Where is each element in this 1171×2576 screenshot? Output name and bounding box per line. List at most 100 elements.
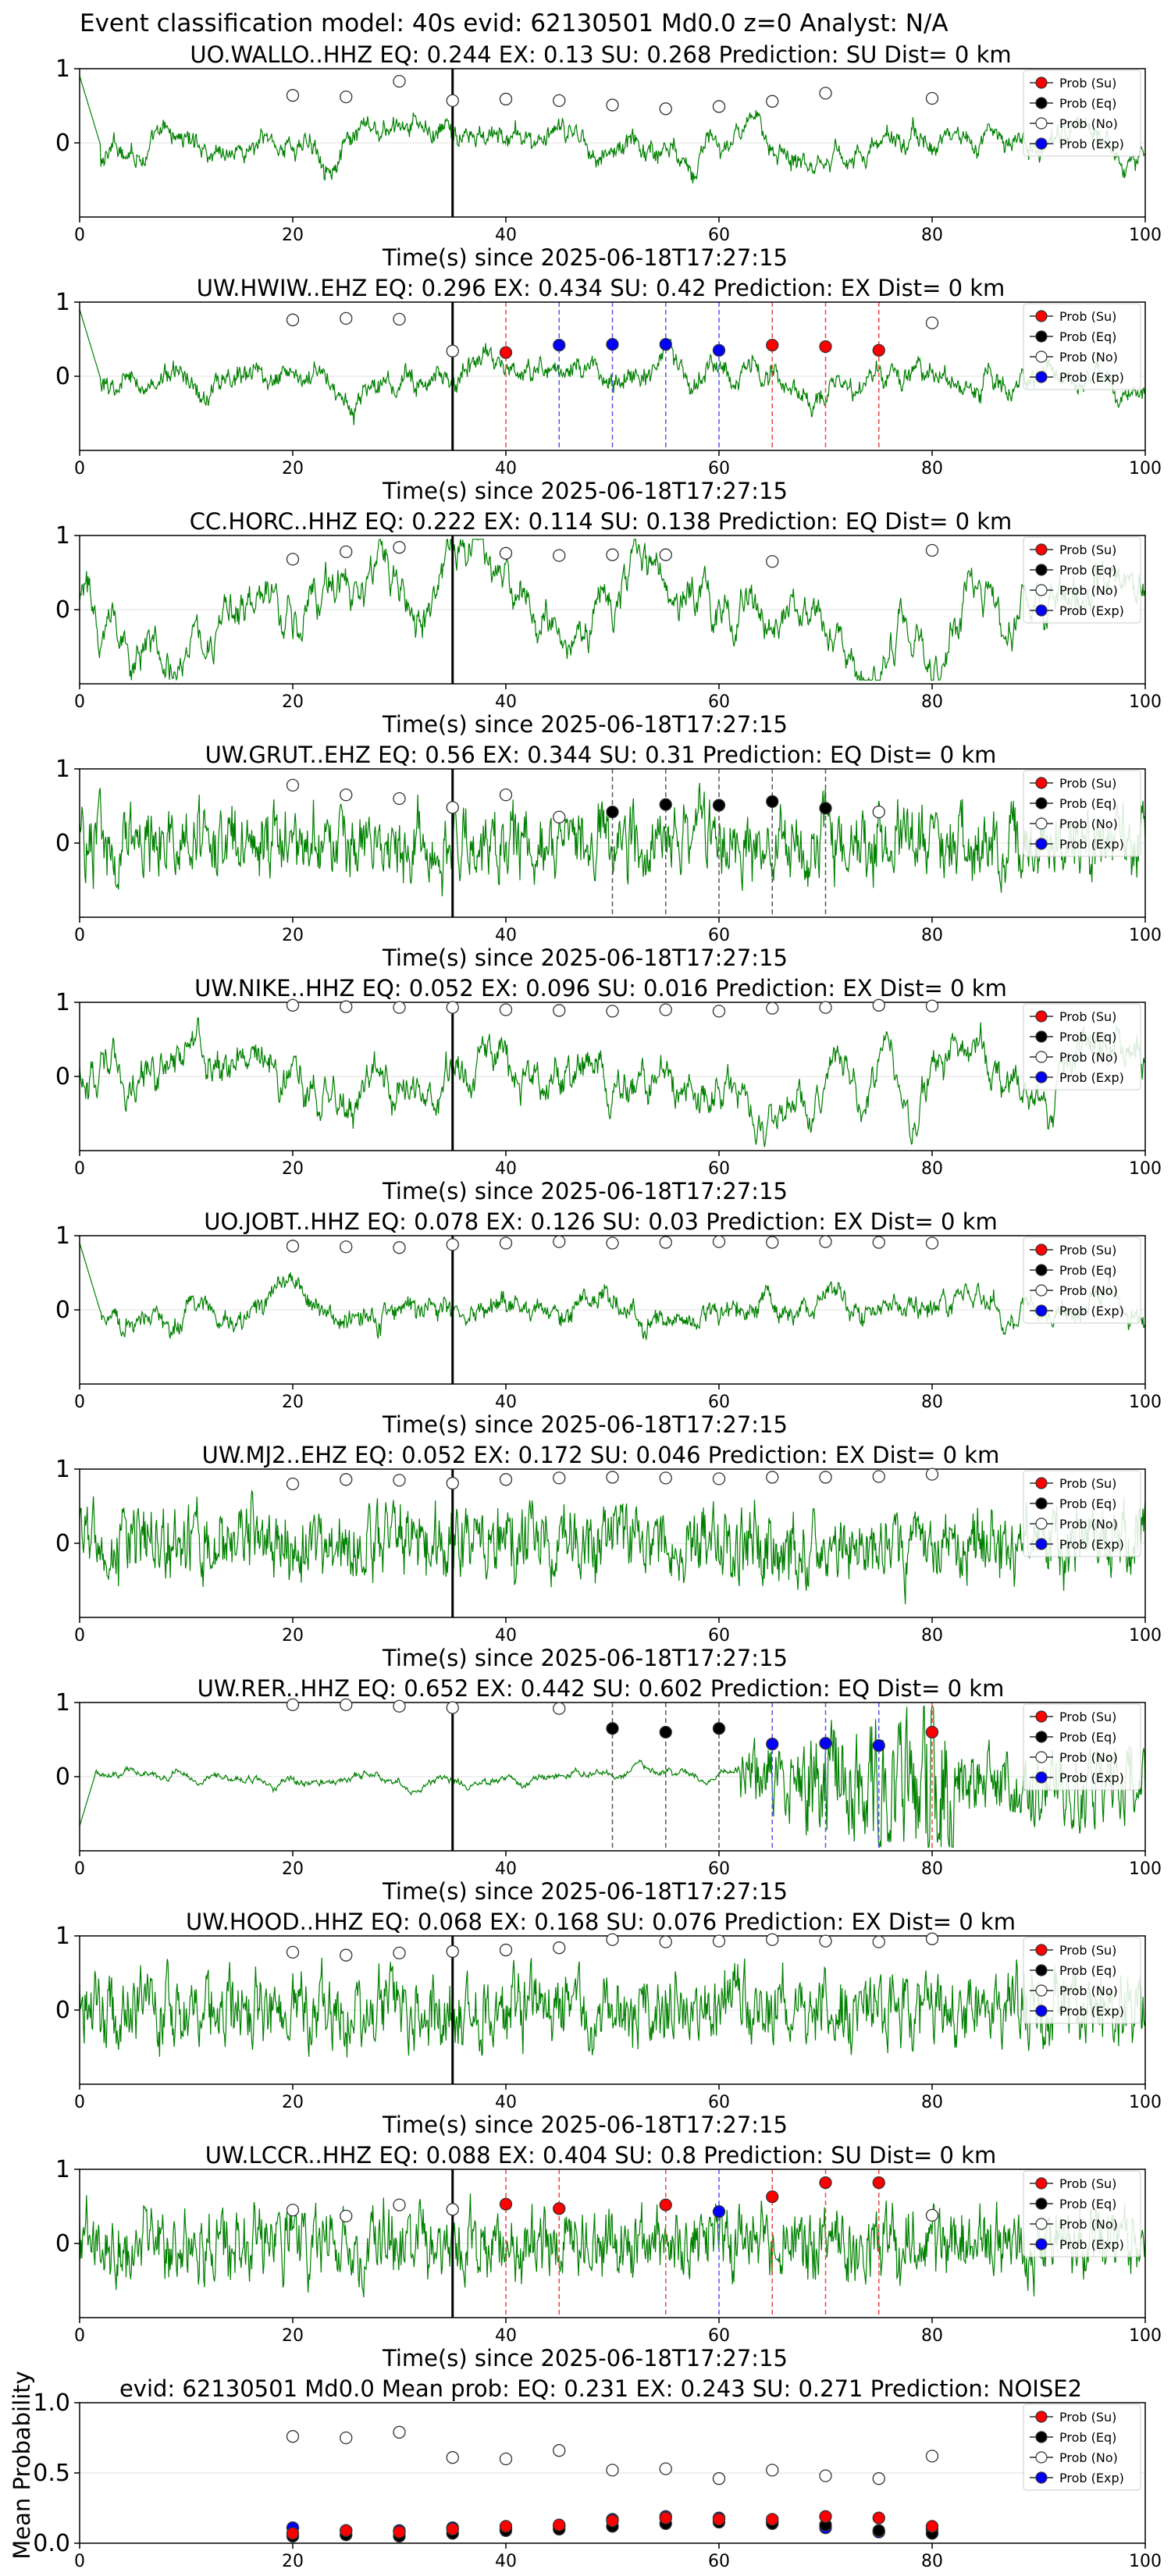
legend-marker-eq [1035, 564, 1048, 576]
x-tick-label: 40 [495, 2093, 517, 2112]
point-no [925, 543, 939, 557]
x-axis-label: Time(s) since 2025-06-18T17:27:15 [382, 478, 788, 504]
panel-title: UW.MJ2..EHZ EQ: 0.052 EX: 0.172 SU: 0.04… [202, 1442, 1000, 1468]
x-tick-label: 100 [1129, 1859, 1162, 1879]
legend-marker-su [1035, 777, 1048, 789]
legend-box [1023, 1703, 1141, 1791]
y-tick-label: 0 [55, 363, 70, 390]
point-no [712, 1235, 726, 1248]
waveform-trace [80, 1017, 1145, 1147]
point-su [819, 2510, 832, 2523]
point-su [872, 2176, 885, 2190]
point-su [766, 2513, 779, 2526]
panel-title: UO.WALLO..HHZ EQ: 0.244 EX: 0.13 SU: 0.2… [190, 41, 1011, 68]
x-tick-label: 0 [74, 226, 85, 245]
y-tick-label: 1.0 [33, 2389, 70, 2417]
legend-box [1023, 2403, 1141, 2491]
x-tick-label: 0 [74, 1159, 85, 1179]
legend-label: Prob (No) [1059, 116, 1118, 131]
legend-marker-exp [1035, 137, 1048, 150]
point-no [340, 788, 353, 802]
x-axis-label: Time(s) since 2025-06-18T17:27:15 [382, 2112, 788, 2138]
point-no [659, 1935, 672, 1948]
waveform-trace [80, 1243, 1145, 1341]
legend-label: Prob (Su) [1059, 1710, 1116, 1724]
legend-marker-eq [1035, 1731, 1048, 1743]
point-no [872, 1470, 885, 1483]
x-tick-label: 60 [708, 692, 730, 712]
x-tick-label: 100 [1129, 2326, 1162, 2346]
point-no [553, 94, 566, 108]
point-no [499, 2452, 513, 2466]
chart-panel-4: 0 20 40 60 80 100 1 0 UW.GRUT..EHZ EQ: 0.56 EX: … [55, 742, 1162, 971]
legend-marker-su [1035, 2177, 1048, 2190]
point-no [340, 1698, 353, 1712]
y-tick-label: 1 [55, 1222, 70, 1250]
legend-label: Prob (No) [1059, 350, 1118, 365]
chart-panel-3: 0 20 40 60 80 100 1 0 CC.HORC..HHZ EQ: 0.222 EX:… [55, 508, 1162, 738]
x-tick-label: 100 [1129, 692, 1162, 712]
y-tick-label: 1 [55, 1456, 70, 1483]
point-no [819, 2469, 832, 2482]
point-no [925, 1932, 939, 1945]
x-tick-label: 80 [921, 1159, 943, 1179]
legend: Prob (Su) Prob (Eq) Prob (No) Prob (Exp) [1023, 1937, 1141, 2024]
x-tick-label: 40 [495, 1859, 517, 1879]
x-tick-label: 40 [495, 1626, 517, 1646]
x-tick-label: 0 [74, 2552, 85, 2571]
legend-label: Prob (No) [1059, 1984, 1118, 1998]
point-no [446, 94, 459, 108]
point-no [446, 1701, 459, 1714]
point-su [659, 2511, 672, 2524]
point-no [606, 98, 619, 112]
legend-label: Prob (Su) [1059, 776, 1116, 791]
point-exp [712, 343, 726, 357]
x-tick-label: 0 [74, 1393, 85, 1412]
legend-label: Prob (Exp) [1059, 1070, 1124, 1085]
legend-marker-su [1035, 1477, 1048, 1489]
point-no [925, 2208, 939, 2222]
y-tick-label: 0 [55, 1530, 70, 1557]
y-tick-label: 1 [55, 756, 70, 783]
legend-marker-no [1035, 117, 1048, 130]
point-su [499, 2520, 513, 2533]
x-tick-label: 20 [282, 692, 304, 712]
x-tick-label: 0 [74, 459, 85, 479]
point-no [499, 788, 513, 802]
y-tick-label: 1 [55, 1689, 70, 1717]
legend-label: Prob (Eq) [1059, 796, 1116, 811]
legend-label: Prob (Su) [1059, 76, 1116, 91]
legend-marker-eq [1035, 1030, 1048, 1043]
point-no [286, 1698, 300, 1712]
y-tick-label: 0 [55, 1997, 70, 2024]
legend: Prob (Su) Prob (Eq) Prob (No) Prob (Exp) [1023, 536, 1141, 624]
chart-panel-7: 0 20 40 60 80 100 1 0 UW.MJ2..EHZ EQ: 0.052 EX: … [55, 1442, 1162, 1671]
waveform-trace [80, 1489, 1145, 1605]
x-axis-label: Time(s) since 2025-06-18T17:27:15 [382, 1411, 788, 1438]
point-no [606, 1236, 619, 1250]
x-tick-label: 100 [1129, 1626, 1162, 1646]
point-exp [712, 2204, 726, 2218]
point-exp [606, 337, 619, 351]
point-no [446, 1238, 459, 1251]
x-tick-label: 60 [708, 2326, 730, 2346]
legend-marker-exp [1035, 1071, 1048, 1083]
point-no [872, 2472, 885, 2485]
y-tick-label: 0 [55, 1063, 70, 1091]
legend-label: Prob (Su) [1059, 309, 1116, 324]
point-eq [872, 2524, 885, 2537]
legend-marker-eq [1035, 2431, 1048, 2443]
point-no [286, 89, 300, 102]
point-no [286, 1240, 300, 1253]
legend-label: Prob (No) [1059, 1750, 1118, 1765]
point-no [393, 1241, 406, 1254]
legend-label: Prob (Exp) [1059, 2237, 1124, 2252]
panel-title: UW.GRUT..EHZ EQ: 0.56 EX: 0.344 SU: 0.31… [205, 742, 997, 768]
point-no [286, 2204, 300, 2217]
legend-box [1023, 536, 1141, 624]
legend-label: Prob (Eq) [1059, 1963, 1116, 1978]
point-no [712, 1005, 726, 1018]
point-no [393, 1474, 406, 1487]
point-no [606, 548, 619, 561]
